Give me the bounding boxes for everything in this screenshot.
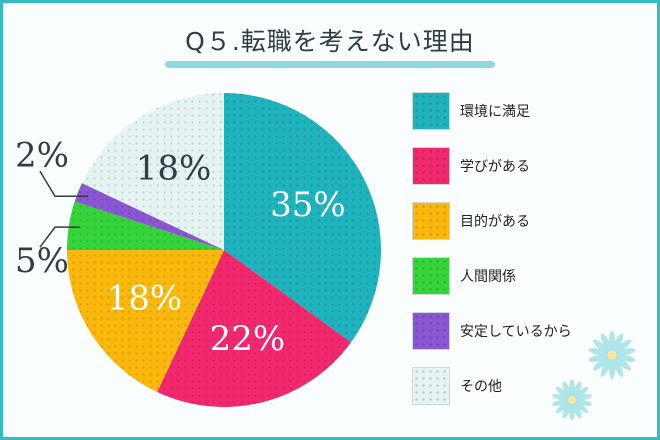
pie-slice-texture: [74, 183, 224, 250]
flower-icon: [552, 379, 592, 421]
legend-item: その他: [412, 367, 502, 405]
pie-value-label: 35%: [270, 185, 346, 225]
pie-value-label: 2%: [15, 135, 69, 175]
legend-label: その他: [460, 379, 502, 395]
pie-slice-texture: [81, 93, 224, 250]
pie-slice-texture: [67, 250, 224, 393]
pie-slice-texture: [157, 250, 352, 407]
legend-item: 環境に満足: [412, 92, 530, 130]
legend-item: 安定しているから: [412, 312, 572, 350]
pie-slices: [67, 93, 381, 407]
legend-label: 安定しているから: [460, 324, 572, 340]
legend-item: 学びがある: [412, 147, 530, 185]
legend-label: 目的がある: [460, 214, 530, 230]
legend-swatch: [412, 202, 450, 240]
legend-item: 目的がある: [412, 202, 530, 240]
legend-swatch: [412, 312, 450, 350]
legend-swatch: [412, 147, 450, 185]
flower-icon: [588, 330, 636, 380]
legend-swatch: [412, 92, 450, 130]
pie-value-label: 5%: [15, 241, 69, 281]
pie-value-labels: 35% 22% 18% 5% 2% 18%: [15, 135, 346, 359]
legend-label: 環境に満足: [460, 104, 530, 120]
pie-value-label: 18%: [107, 278, 183, 318]
pie-slice-texture: [224, 93, 381, 343]
pie-slice-texture: [67, 201, 224, 250]
legend-swatch: [412, 257, 450, 295]
legend-item: 人間関係: [412, 257, 516, 295]
leader-line: [39, 170, 89, 198]
legend-swatch: [412, 367, 450, 405]
leader-line: [39, 226, 80, 248]
title-underline: [165, 61, 495, 68]
pie-value-label: 18%: [136, 148, 212, 188]
legend-label: 人間関係: [460, 269, 516, 285]
legend-label: 学びがある: [460, 159, 530, 175]
pie-value-label: 22%: [210, 319, 286, 359]
chart-title: Q５.転職を考えない理由: [185, 27, 475, 56]
